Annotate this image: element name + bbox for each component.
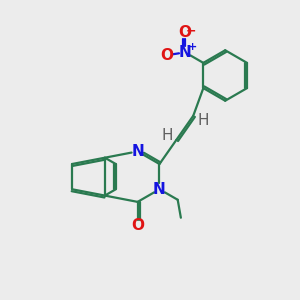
Text: N: N (153, 182, 166, 197)
Text: H: H (162, 128, 173, 143)
Text: N: N (179, 45, 191, 60)
Text: O: O (131, 218, 144, 233)
Text: H: H (197, 113, 209, 128)
Text: O: O (178, 25, 192, 40)
Text: −: − (186, 25, 196, 38)
Text: O: O (160, 48, 173, 63)
Text: N: N (131, 144, 144, 159)
Text: +: + (188, 42, 197, 52)
